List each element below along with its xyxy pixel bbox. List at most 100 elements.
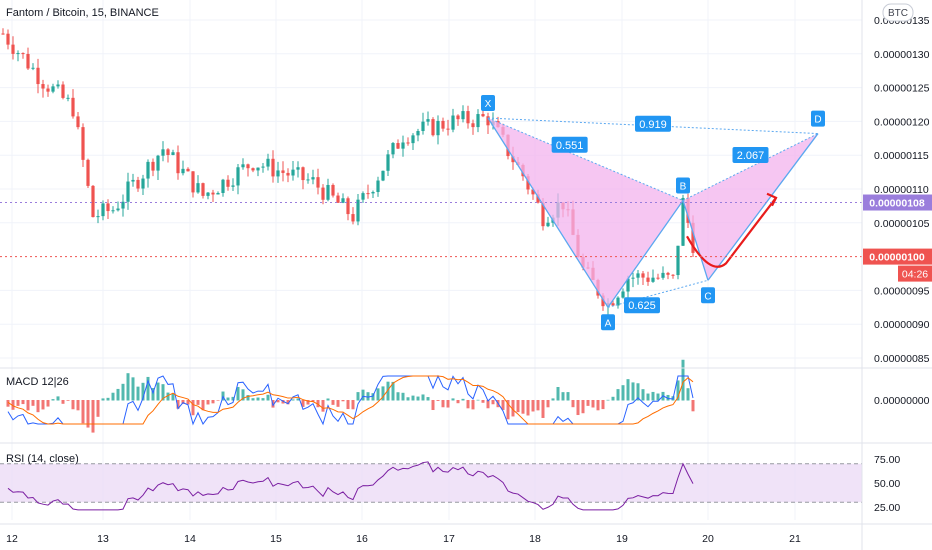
macd-histogram-bar [316,400,320,408]
candle-body [456,115,460,120]
candle-body [231,185,235,187]
currency-badge[interactable]: BTC [882,3,914,22]
macd-histogram-bar [636,383,640,401]
macd-histogram-bar [546,400,550,408]
candle-body [306,179,310,181]
candle-body [381,170,385,181]
macd-histogram-bar [226,397,230,401]
pattern-ratio-badge[interactable] [732,147,769,164]
price-tick-label: 0.00000105 [874,218,930,230]
macd-histogram-bar [336,400,340,407]
macd-histogram-bar [236,386,240,401]
macd-histogram-bar [561,392,565,401]
macd-histogram-bar [56,396,60,401]
candle-body [671,274,675,276]
macd-histogram-bar [211,400,215,404]
macd-histogram-bar [681,359,685,401]
candle-body [51,86,55,92]
rsi-panel [0,461,862,511]
macd-histogram-bar [306,400,310,405]
candle-body [376,180,380,193]
macd-histogram-bar [436,400,440,401]
macd-histogram-bar [116,388,120,401]
macd-histogram-bar [491,400,495,405]
candle-body [331,184,335,196]
pattern-point-badge[interactable] [811,110,825,127]
macd-histogram-bar [461,398,465,401]
candle-body [161,149,165,156]
macd-label[interactable]: MACD 12|26 [6,376,69,388]
macd-histogram-bar [441,400,445,408]
price-markers: 0.00000108 0.00000100 04:26 [0,194,932,282]
candle-body [666,272,670,275]
macd-histogram-bar [531,400,535,412]
candle-body [396,143,400,149]
time-tick-label: 17 [443,533,455,545]
candle-body [251,168,255,171]
candle-body [326,184,330,200]
rsi-label[interactable]: RSI (14, close) [6,453,79,465]
macd-histogram-bar [386,381,390,401]
candle-body [286,172,290,176]
macd-histogram-bar [36,400,40,413]
macd-histogram-bar [401,392,405,401]
pattern-point-badge[interactable] [601,314,615,331]
candle-body [41,84,45,89]
candle-body [56,84,60,87]
macd-histogram-bar [516,400,520,413]
projection-arrow[interactable] [686,197,777,268]
price-tick-label: 0.00000090 [874,319,930,331]
macd-histogram-bar [586,400,590,406]
pattern-point-badge[interactable] [701,287,715,304]
candle-body [146,161,150,179]
candle-body [26,53,30,69]
pattern-point-label: C [704,291,711,302]
pattern-point-badge[interactable] [481,95,495,112]
grid [0,0,862,520]
macd-histogram-bar [421,394,425,401]
candle-body [446,128,450,130]
macd-histogram-bar [521,400,525,414]
harmonic-pattern[interactable]: X A B C D 0.919 0.551 0.625 2.067 [481,95,825,331]
pattern-ratio-badge[interactable] [635,115,671,132]
macd-histogram-bar [206,400,210,405]
candle-body [256,167,260,171]
macd-histogram-bar [301,400,305,407]
chart-title: Fantom / Bitcoin, 15, BINANCE [6,7,159,19]
pattern-ratio-badge[interactable] [624,297,660,314]
macd-histogram-bar [86,400,90,428]
macd-histogram-bar [51,399,55,401]
candle-body [661,272,665,278]
rsi-line [7,461,694,511]
macd-histogram-bar [656,393,660,401]
macd-histogram-bar [131,377,135,401]
macd-histogram-bar [71,400,75,410]
candle-body [296,167,300,170]
pattern-ratio-label: 0.551 [556,140,584,152]
macd-histogram-bar [446,400,450,408]
macd-histogram-bar [611,396,615,401]
macd-histogram-bar [471,400,475,410]
macd-histogram-bar [216,400,220,401]
pattern-ratio-badge[interactable] [551,136,588,153]
candle-body [221,179,225,193]
macd-histogram-bar [601,400,605,410]
candle-body [486,116,490,126]
candle-body [386,154,390,171]
rsi-tick-label: 75.00 [874,454,900,466]
macd-histogram-bar [251,398,255,401]
macd-histogram-bar [266,394,270,401]
time-tick-label: 16 [356,533,368,545]
pattern-ratio-line [487,117,684,201]
macd-histogram-bar [456,400,460,404]
time-tick-label: 12 [6,533,18,545]
candle-body [66,97,70,99]
macd-histogram-bar [281,400,285,404]
candle-body [626,278,630,292]
pattern-point-badge[interactable] [676,177,690,194]
macd-histogram-bar [256,397,260,401]
candle-body [401,142,405,149]
macd-histogram-bar [481,400,485,403]
price-marker-label: 0.00000108 [869,198,925,210]
